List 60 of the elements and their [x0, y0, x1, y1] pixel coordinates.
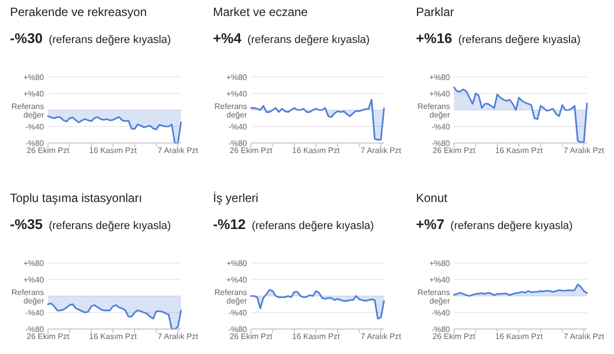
y-tick-label: -%80 — [228, 139, 248, 148]
chart-subtitle: +%16 (referans değere kıyasla) — [416, 30, 580, 46]
y-tick-label: -%80 — [25, 139, 45, 148]
x-tick-label: 16 Kasım Pzt — [495, 146, 544, 155]
x-tick-label: 26 Ekim Pzt — [230, 332, 274, 341]
y-tick-label: -%40 — [25, 122, 45, 132]
chart-title: İş yerleri — [213, 191, 258, 205]
x-tick-label: 26 Ekim Pzt — [432, 332, 476, 341]
x-tick-label: 16 Kasım Pzt — [292, 332, 341, 341]
y-tick-label: +%80 — [429, 73, 451, 82]
x-tick-label: 26 Ekim Pzt — [26, 332, 70, 341]
y-tick-label: Referans değer — [214, 102, 248, 120]
chart-title: Konut — [416, 191, 448, 205]
y-tick-label: +%80 — [226, 259, 248, 268]
chart-title: Toplu taşıma istasyonları — [10, 191, 142, 205]
y-tick-label: -%40 — [25, 308, 45, 318]
x-tick-label: 7 Aralık Pzt — [158, 146, 199, 155]
x-tick-label: 7 Aralık Pzt — [564, 146, 605, 155]
y-tick-label: -%40 — [228, 122, 248, 132]
x-tick-label: 7 Aralık Pzt — [360, 332, 402, 341]
x-tick-label: 7 Aralık Pzt — [360, 146, 402, 155]
y-tick-label: -%40 — [431, 308, 451, 318]
y-tick-label: -%40 — [228, 308, 248, 318]
y-tick-label: -%80 — [228, 325, 248, 334]
y-tick-label: +%80 — [23, 259, 45, 268]
chart-subtitle: -%12 (referans değere kıyasla) — [213, 216, 374, 232]
y-tick-label: +%40 — [23, 276, 45, 284]
y-tick-label: +%80 — [226, 73, 248, 82]
x-tick-label: 26 Ekim Pzt — [26, 146, 70, 155]
x-tick-label: 16 Kasım Pzt — [89, 146, 138, 155]
y-tick-label: Referans değer — [214, 288, 248, 306]
chart-title: Perakende ve rekreasyon — [10, 5, 147, 19]
y-tick-label: -%80 — [431, 325, 451, 334]
y-tick-label: +%40 — [226, 90, 248, 98]
chart-subtitle: -%35 (referans değere kıyasla) — [10, 216, 171, 232]
chart-subtitle: +%4 (referans değere kıyasla) — [213, 30, 370, 46]
y-tick-label: Referans değer — [12, 102, 44, 120]
chart-subtitle: +%7 (referans değere kıyasla) — [416, 216, 573, 232]
x-tick-label: 26 Ekim Pzt — [230, 146, 274, 155]
x-tick-label: 7 Aralık Pzt — [158, 332, 199, 341]
x-tick-label: 16 Kasım Pzt — [292, 146, 341, 155]
y-tick-label: -%40 — [431, 122, 451, 132]
y-tick-label: -%80 — [25, 325, 45, 334]
x-tick-label: 26 Ekim Pzt — [432, 146, 476, 155]
y-tick-label: +%40 — [429, 90, 451, 98]
y-tick-label: Referans değer — [418, 102, 450, 120]
y-tick-label: Referans değer — [12, 288, 44, 306]
x-tick-label: 7 Aralık Pzt — [564, 332, 605, 341]
y-tick-label: +%80 — [23, 73, 45, 82]
chart-title: Parklar — [416, 5, 454, 19]
chart-title: Market ve eczane — [213, 5, 308, 19]
x-tick-label: 16 Kasım Pzt — [495, 332, 544, 341]
y-tick-label: Referans değer — [418, 288, 450, 306]
y-tick-label: +%40 — [429, 276, 451, 284]
chart-subtitle: -%30 (referans değere kıyasla) — [10, 30, 171, 46]
y-tick-label: -%80 — [431, 139, 451, 148]
y-tick-label: +%40 — [226, 276, 248, 284]
x-tick-label: 16 Kasım Pzt — [89, 332, 138, 341]
y-tick-label: +%80 — [429, 259, 451, 268]
y-tick-label: +%40 — [23, 90, 45, 98]
